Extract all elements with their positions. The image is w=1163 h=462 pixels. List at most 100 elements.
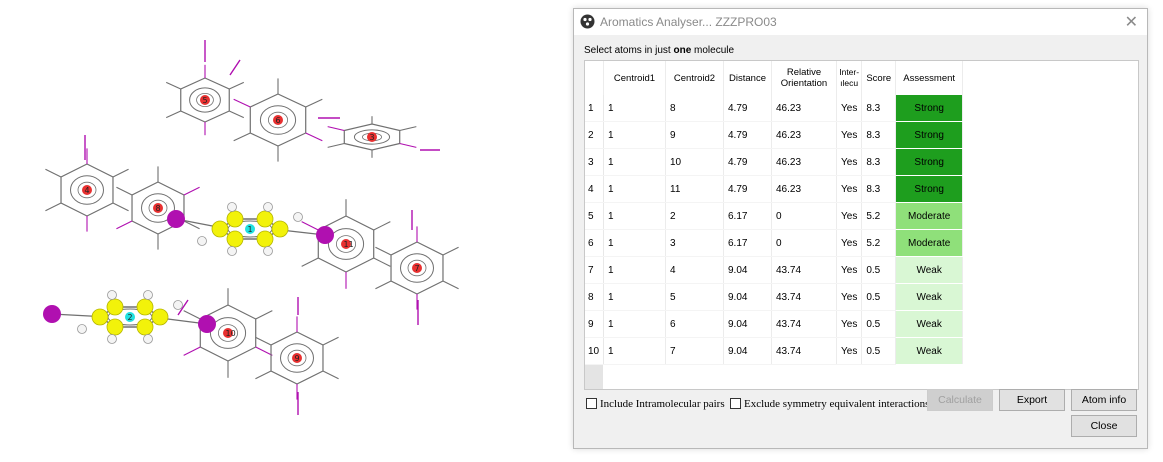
svg-text:1: 1: [248, 225, 253, 234]
table-row[interactable]: 8 1 5 9.04 43.74 Yes 0.5 Weak: [585, 283, 964, 311]
cell-c1: 1: [603, 202, 666, 230]
row-number[interactable]: 4: [585, 175, 604, 203]
cell-orient: 0: [771, 202, 837, 230]
table-row[interactable]: 1 1 8 4.79 46.23 Yes 8.3 Strong: [585, 95, 964, 122]
table-row[interactable]: 3 1 10 4.79 46.23 Yes 8.3 Strong: [585, 148, 964, 176]
molecule-viewer[interactable]: 5 6 3 4 8 11 7 10 9 1 2: [0, 0, 560, 462]
column-header-score[interactable]: Score: [861, 61, 897, 95]
table-row[interactable]: 7 1 4 9.04 43.74 Yes 0.5 Weak: [585, 256, 964, 284]
svg-text:7: 7: [415, 264, 420, 273]
molecule-structure: 5 6 3 4 8 11 7 10 9 1 2: [43, 40, 459, 415]
column-header-index[interactable]: [585, 61, 604, 95]
cell-orient: 46.23: [771, 121, 837, 149]
cell-c1: 1: [603, 283, 666, 311]
options-bar: Include Intramolecular pairs Exclude sym…: [584, 391, 1139, 411]
cell-score: 5.2: [861, 202, 897, 230]
instruction-text: Select atoms in just one molecule: [584, 45, 734, 56]
cell-dist: 4.79: [723, 95, 772, 122]
cell-score: 0.5: [861, 256, 897, 284]
cell-c2: 7: [665, 337, 724, 365]
cell-assessment: Weak: [895, 283, 964, 311]
include-intramolecular-option[interactable]: Include Intramolecular pairs: [586, 395, 725, 413]
export-button[interactable]: Export: [999, 389, 1065, 411]
cell-score: 5.2: [861, 229, 897, 257]
table-row[interactable]: 4 1 11 4.79 46.23 Yes 8.3 Strong: [585, 175, 964, 203]
table-row[interactable]: 9 1 6 9.04 43.74 Yes 0.5 Weak: [585, 310, 964, 338]
cell-score: 8.3: [861, 175, 897, 203]
row-number[interactable]: 7: [585, 256, 604, 284]
instruction-emphasis: one: [673, 45, 692, 56]
column-header-centroid1[interactable]: Centroid1: [603, 61, 666, 95]
include-intramolecular-checkbox[interactable]: [586, 398, 597, 410]
cell-orient: 43.74: [771, 256, 837, 284]
row-header-footer: [585, 365, 603, 389]
cell-assessment: Weak: [895, 310, 964, 338]
cell-c2: 3: [665, 229, 724, 257]
cell-c1: 1: [603, 229, 666, 257]
cell-c2: 8: [665, 95, 724, 122]
cell-c1: 1: [603, 310, 666, 338]
cell-assessment: Weak: [895, 256, 964, 284]
cell-assessment: Weak: [895, 337, 964, 365]
app-icon: [580, 14, 595, 29]
cell-assessment: Strong: [895, 121, 964, 149]
column-header-centroid2[interactable]: Centroid2: [665, 61, 724, 95]
row-number[interactable]: 6: [585, 229, 604, 257]
cell-assessment: Strong: [895, 95, 964, 122]
row-number[interactable]: 2: [585, 121, 604, 149]
cell-orient: 46.23: [771, 175, 837, 203]
cell-inter: Yes: [836, 229, 863, 257]
cell-score: 0.5: [861, 283, 897, 311]
row-number[interactable]: 3: [585, 148, 604, 176]
title-bar: Aromatics Analyser... ZZZPRO03 ✕: [574, 9, 1147, 35]
cell-c2: 11: [665, 175, 724, 203]
svg-text:10: 10: [226, 329, 236, 338]
cell-orient: 46.23: [771, 95, 837, 122]
aromatics-analyser-dialog: Aromatics Analyser... ZZZPRO03 ✕ Select …: [573, 8, 1148, 449]
column-header-relative-orientation[interactable]: Relative Orientation: [771, 61, 837, 95]
row-number[interactable]: 5: [585, 202, 604, 230]
exclude-symmetry-label: Exclude symmetry equivalent interactions: [744, 397, 930, 410]
table-row[interactable]: 2 1 9 4.79 46.23 Yes 8.3 Strong: [585, 121, 964, 149]
table-row[interactable]: 10 1 7 9.04 43.74 Yes 0.5 Weak: [585, 337, 964, 365]
svg-text:4: 4: [85, 186, 90, 195]
cell-inter: Yes: [836, 310, 863, 338]
table-row[interactable]: 5 1 2 6.17 0 Yes 5.2 Moderate: [585, 202, 964, 230]
cell-orient: 46.23: [771, 148, 837, 176]
cell-inter: Yes: [836, 148, 863, 176]
cell-c2: 4: [665, 256, 724, 284]
cell-dist: 9.04: [723, 256, 772, 284]
close-button[interactable]: Close: [1071, 415, 1137, 437]
table-row[interactable]: 6 1 3 6.17 0 Yes 5.2 Moderate: [585, 229, 964, 257]
row-number[interactable]: 10: [585, 337, 604, 365]
column-header-distance[interactable]: Distance: [723, 61, 772, 95]
intermolecular-header-line2: ılecu: [840, 78, 859, 88]
row-number[interactable]: 8: [585, 283, 604, 311]
cell-dist: 4.79: [723, 148, 772, 176]
cell-c2: 2: [665, 202, 724, 230]
cell-score: 0.5: [861, 310, 897, 338]
exclude-symmetry-checkbox[interactable]: [730, 398, 741, 410]
cell-c1: 1: [603, 256, 666, 284]
close-icon[interactable]: ✕: [1124, 14, 1138, 31]
cell-c2: 10: [665, 148, 724, 176]
atom-info-button[interactable]: Atom info: [1071, 389, 1137, 411]
svg-text:6: 6: [276, 116, 281, 125]
column-header-assessment[interactable]: Assessment: [895, 61, 964, 95]
svg-text:11: 11: [344, 240, 354, 249]
cell-inter: Yes: [836, 283, 863, 311]
cell-dist: 4.79: [723, 175, 772, 203]
cell-inter: Yes: [836, 337, 863, 365]
cell-orient: 43.74: [771, 310, 837, 338]
cell-c2: 5: [665, 283, 724, 311]
cell-score: 8.3: [861, 148, 897, 176]
exclude-symmetry-option[interactable]: Exclude symmetry equivalent interactions: [730, 395, 929, 413]
row-number[interactable]: 1: [585, 95, 604, 122]
row-number[interactable]: 9: [585, 310, 604, 338]
include-intramolecular-label: Include Intramolecular pairs: [600, 397, 725, 410]
results-table-container[interactable]: Centroid1 Centroid2 Distance Relative Or…: [584, 60, 1139, 390]
column-header-intermolecular[interactable]: Inter-ılecu: [836, 61, 863, 95]
cell-inter: Yes: [836, 95, 863, 122]
cell-assessment: Moderate: [895, 229, 964, 257]
calculate-button[interactable]: Calculate: [927, 389, 993, 411]
